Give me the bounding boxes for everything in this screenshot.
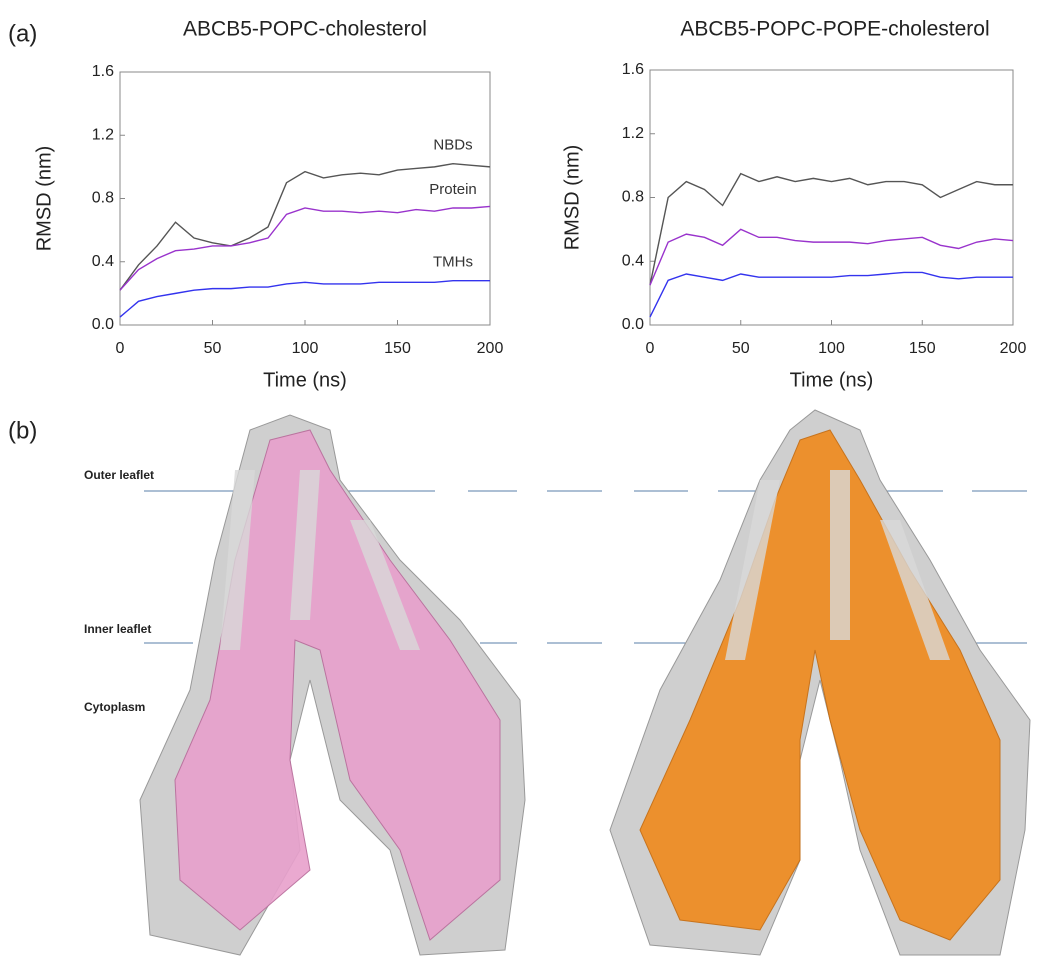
structure-label: Inner leaflet — [84, 622, 151, 636]
panel-label: (a) — [8, 20, 37, 47]
x-axis-title: Time (ns) — [790, 369, 874, 391]
y-tick-label: 0.8 — [92, 190, 114, 207]
y-tick-label: 1.6 — [92, 63, 114, 80]
y-tick-label: 0.0 — [622, 316, 644, 333]
series-label: NBDs — [433, 137, 472, 154]
data-line — [649, 172, 1013, 286]
y-tick-label: 0.4 — [622, 252, 644, 269]
y-tick-label: 1.2 — [92, 126, 114, 143]
y-tick-label: 1.6 — [622, 61, 644, 78]
plot-frame — [119, 71, 491, 326]
x-tick-label: 150 — [909, 340, 936, 357]
x-tick-label: 100 — [292, 340, 319, 357]
plot-frame — [649, 69, 1014, 326]
y-tick-label: 0.8 — [622, 189, 644, 206]
y-tick-label: 0.0 — [92, 316, 114, 333]
y-tick-label: 0.4 — [92, 253, 114, 270]
y-tick-label: 1.2 — [622, 125, 644, 142]
x-tick-label: 150 — [384, 340, 411, 357]
structure-label: Outer leaflet — [84, 468, 154, 482]
protein-structure-left — [139, 414, 526, 956]
y-axis-title: RMSD (nm) — [561, 145, 583, 251]
x-axis-title: Time (ns) — [263, 369, 347, 391]
x-tick-label: 200 — [1000, 340, 1027, 357]
x-tick-label: 0 — [646, 340, 655, 357]
series-label: TMHs — [433, 254, 473, 271]
x-tick-label: 100 — [818, 340, 845, 357]
chart-title: ABCB5-POPC-cholesterol — [183, 18, 427, 41]
data-line — [119, 205, 491, 291]
data-line — [119, 280, 490, 318]
x-tick-label: 200 — [477, 340, 504, 357]
x-tick-label: 0 — [116, 340, 125, 357]
data-line — [649, 228, 1014, 286]
x-tick-label: 50 — [204, 340, 222, 357]
protein-structure-right — [609, 409, 1031, 956]
series-label: Protein — [429, 181, 477, 198]
data-line — [119, 163, 491, 291]
data-line — [649, 271, 1013, 318]
structure-label: Cytoplasm — [84, 700, 145, 714]
x-tick-label: 50 — [732, 340, 750, 357]
chart-title: ABCB5-POPC-POPE-cholesterol — [680, 18, 989, 41]
y-axis-title: RMSD (nm) — [33, 146, 55, 252]
panel-label: (b) — [8, 417, 37, 444]
